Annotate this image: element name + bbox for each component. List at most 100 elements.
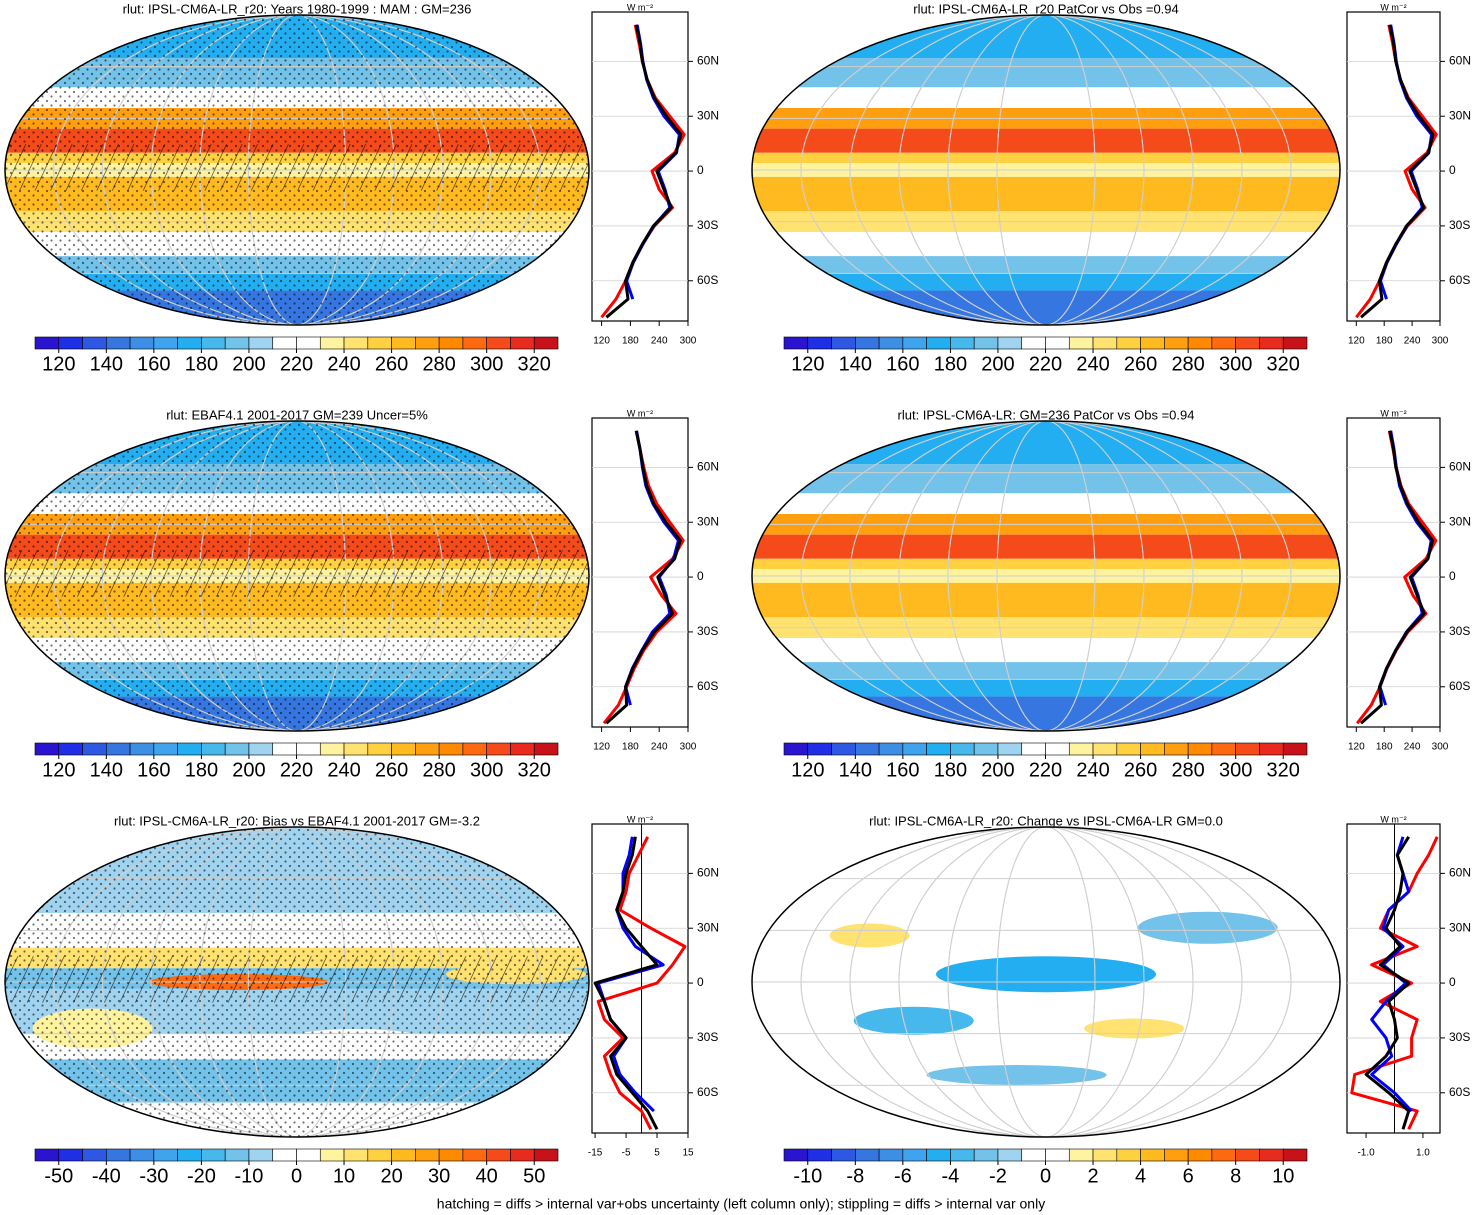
panel-title: rlut: IPSL-CM6A-LR_r20: Change vs IPSL-C… <box>869 813 1223 828</box>
colorbar-box <box>1164 742 1189 756</box>
colorbar-label: 280 <box>422 353 455 375</box>
colorbar-box <box>1116 336 1141 350</box>
colorbar-label: 300 <box>470 353 503 375</box>
panel-title: rlut: EBAF4.1 2001-2017 GM=239 Uncer=5% <box>166 407 428 422</box>
colorbar-label: 240 <box>327 759 360 781</box>
colorbar-box <box>1140 742 1165 756</box>
colorbar-box <box>807 336 832 350</box>
colorbar-box <box>1045 336 1070 350</box>
colorbar-box <box>272 336 297 350</box>
colorbar-box <box>248 336 274 350</box>
colorbar-box <box>462 1148 487 1162</box>
map-band <box>752 493 1340 514</box>
y-tick-label: 60N <box>697 54 719 68</box>
colorbar-box <box>224 742 250 756</box>
meridian <box>849 827 1243 1137</box>
y-tick-label: 30S <box>697 1030 718 1044</box>
colorbar-box <box>486 1148 511 1162</box>
colorbar-label: 260 <box>375 353 408 375</box>
meridian <box>898 15 1194 325</box>
map-anomaly <box>926 1065 1107 1085</box>
map-anomaly <box>829 923 910 948</box>
colorbar-box <box>201 742 226 756</box>
y-tick-label: 60N <box>1449 54 1471 68</box>
meridian <box>898 827 1194 1137</box>
colorbar-box <box>153 1148 178 1162</box>
y-tick-label: 60N <box>1449 866 1471 880</box>
y-tick-label: 30S <box>1449 218 1470 232</box>
colorbar-box <box>533 742 559 756</box>
colorbar-box <box>367 336 392 350</box>
x-tick-label: -15 <box>588 1148 603 1159</box>
map-band <box>752 696 1340 731</box>
y-tick-label: 30N <box>1449 514 1471 528</box>
colorbar-box <box>415 336 440 350</box>
colorbar-box <box>1092 336 1118 350</box>
colorbar-label: -10 <box>793 1165 822 1187</box>
colorbar-box <box>855 742 880 756</box>
colorbar-box <box>486 336 511 350</box>
colorbar-box <box>415 1148 440 1162</box>
colorbar-box <box>973 1148 999 1162</box>
meridian <box>996 421 1096 731</box>
map-border <box>751 420 1341 732</box>
meridian <box>849 15 1243 325</box>
colorbar-box <box>1021 336 1046 350</box>
map-band <box>752 256 1340 274</box>
colorbar-box <box>950 336 975 350</box>
colorbar-label: 320 <box>518 759 551 781</box>
colorbar-box <box>82 742 107 756</box>
profile-line <box>1360 24 1435 319</box>
colorbar-label: -8 <box>846 1165 864 1187</box>
colorbar-box <box>926 742 951 756</box>
colorbar-label: 120 <box>42 759 75 781</box>
profile-line <box>1350 836 1439 1130</box>
colorbar-box <box>438 336 464 350</box>
profile-frame <box>1346 823 1441 1134</box>
y-tick-label: 60S <box>1449 679 1470 693</box>
colorbar-box <box>807 742 832 756</box>
colorbar-box <box>391 1148 416 1162</box>
colorbar-box <box>319 742 345 756</box>
map-anomaly <box>936 956 1156 993</box>
y-tick-label: 0 <box>697 163 704 177</box>
colorbar-label: 50 <box>523 1165 545 1187</box>
y-tick-label: 30N <box>697 108 719 122</box>
y-tick-label: 0 <box>697 569 704 583</box>
footnote: hatching = diffs > internal var+obs unce… <box>437 1196 1045 1212</box>
colorbar-label: 30 <box>428 1165 450 1187</box>
y-tick-label: 30S <box>697 218 718 232</box>
map <box>5 827 589 1137</box>
colorbar-label: 260 <box>375 759 408 781</box>
colorbar-label: 240 <box>327 353 360 375</box>
colorbar-box <box>34 1148 60 1162</box>
colorbar-box <box>1116 742 1141 756</box>
colorbar-box <box>1235 336 1260 350</box>
y-tick-label: 0 <box>1449 569 1456 583</box>
profile-unit: W m⁻² <box>1380 814 1406 824</box>
colorbar-label: 260 <box>1124 759 1157 781</box>
colorbar-box <box>783 336 809 350</box>
colorbar-box <box>106 336 131 350</box>
colorbar-box <box>1282 742 1308 756</box>
x-tick-label: 180 <box>1376 742 1393 753</box>
map-anomaly <box>1137 911 1278 944</box>
colorbar-label: 160 <box>137 759 170 781</box>
map-band <box>752 87 1340 108</box>
map-band <box>752 15 1340 59</box>
hatching <box>5 144 589 191</box>
meridian <box>800 15 1292 325</box>
colorbar-box <box>1116 1148 1141 1162</box>
x-tick-label: 120 <box>1348 742 1365 753</box>
colorbar-label: 280 <box>422 759 455 781</box>
colorbar-label: 200 <box>981 353 1014 375</box>
colorbar-box <box>1140 1148 1165 1162</box>
colorbar-box <box>82 1148 107 1162</box>
y-tick-label: 30N <box>697 920 719 934</box>
x-tick-label: 300 <box>1432 336 1449 347</box>
colorbar-box <box>902 336 927 350</box>
colorbar-box <box>1235 1148 1260 1162</box>
x-tick-label: 15 <box>682 1148 694 1159</box>
x-tick-label: 240 <box>651 742 668 753</box>
